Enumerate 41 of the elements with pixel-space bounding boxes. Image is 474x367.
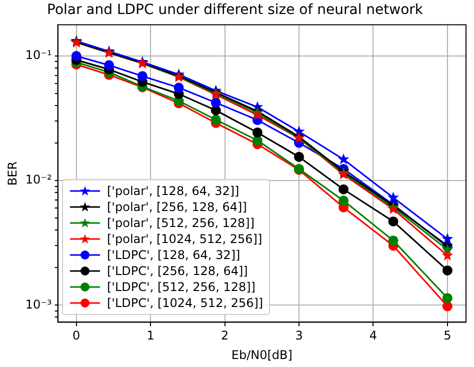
point [338,184,349,194]
x-axis-title: Eb/N0[dB] [231,348,292,362]
point [442,232,454,244]
point [252,128,262,138]
point [442,293,452,304]
x-tick-label: 0 [72,328,80,343]
point [210,114,221,125]
point [442,265,452,276]
point [388,216,398,226]
x-tick-label: 5 [444,328,452,343]
y-tick-label: 10⁻¹ [25,48,52,62]
point [71,51,82,61]
point [388,192,399,202]
legend-label: ['polar', [256, 128, 64]] [107,199,247,215]
legend-label: ['LDPC', [128, 64, 32]] [107,247,240,263]
point [137,71,148,82]
point [442,250,454,260]
point [442,243,454,254]
legend-label: ['polar', [128, 64, 32]] [107,183,240,199]
point [338,196,349,206]
x-tick-label: 2 [220,328,229,343]
point [104,60,114,70]
legend-label: ['polar', [1024, 512, 256]] [107,231,262,247]
legend-label: ['LDPC', [256, 128, 64]] [107,263,248,279]
y-tick-label: 10⁻³ [25,297,52,312]
point [174,82,184,93]
point [252,109,264,120]
point [210,98,221,108]
legend-label: ['LDPC', [1024, 512, 256]] [107,295,264,311]
point [442,301,452,312]
x-tick-label: 4 [369,328,378,343]
chart-title: Polar and LDPC under different size of neural network [46,2,424,18]
point [388,236,398,246]
legend-label: ['polar', [512, 256, 128]] [107,215,255,231]
y-axis-title: BER [5,161,20,186]
point [294,152,304,162]
x-tick-label: 3 [295,328,303,343]
y-tick-label: 10⁻² [25,172,52,187]
x-tick-label: 1 [146,328,154,343]
point [338,153,350,164]
legend-label: ['LDPC', [512, 256, 128]] [107,279,256,295]
